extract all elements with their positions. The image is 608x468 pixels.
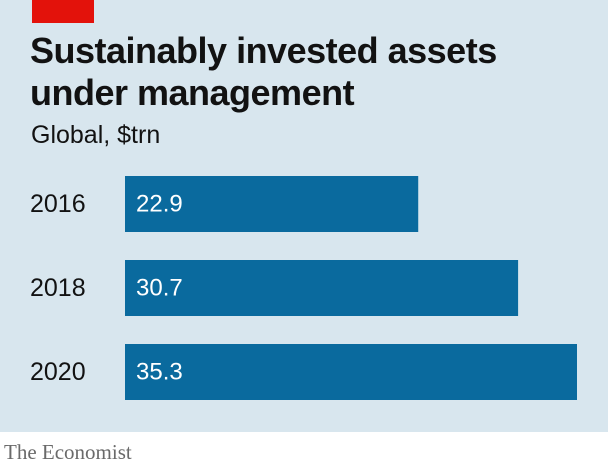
bar-2016	[125, 176, 419, 232]
category-label-2020: 2020	[30, 358, 86, 386]
category-label-2018: 2018	[30, 274, 86, 302]
category-label-2016: 2016	[30, 190, 86, 218]
bar-chart: 2016 22.9 2018 30.7 2020 35.3	[30, 176, 577, 400]
source-credit: The Economist	[4, 440, 132, 464]
data-label-2020: 35.3	[136, 359, 183, 386]
bar-2018	[125, 260, 519, 316]
data-label-2018: 30.7	[136, 275, 183, 302]
bar-2020	[125, 344, 577, 400]
brand-accent-tab	[32, 0, 94, 23]
chart-title: Sustainably invested assets under manage…	[30, 30, 497, 113]
chart-subtitle: Global, $trn	[31, 121, 161, 149]
data-label-2016: 22.9	[136, 191, 183, 218]
